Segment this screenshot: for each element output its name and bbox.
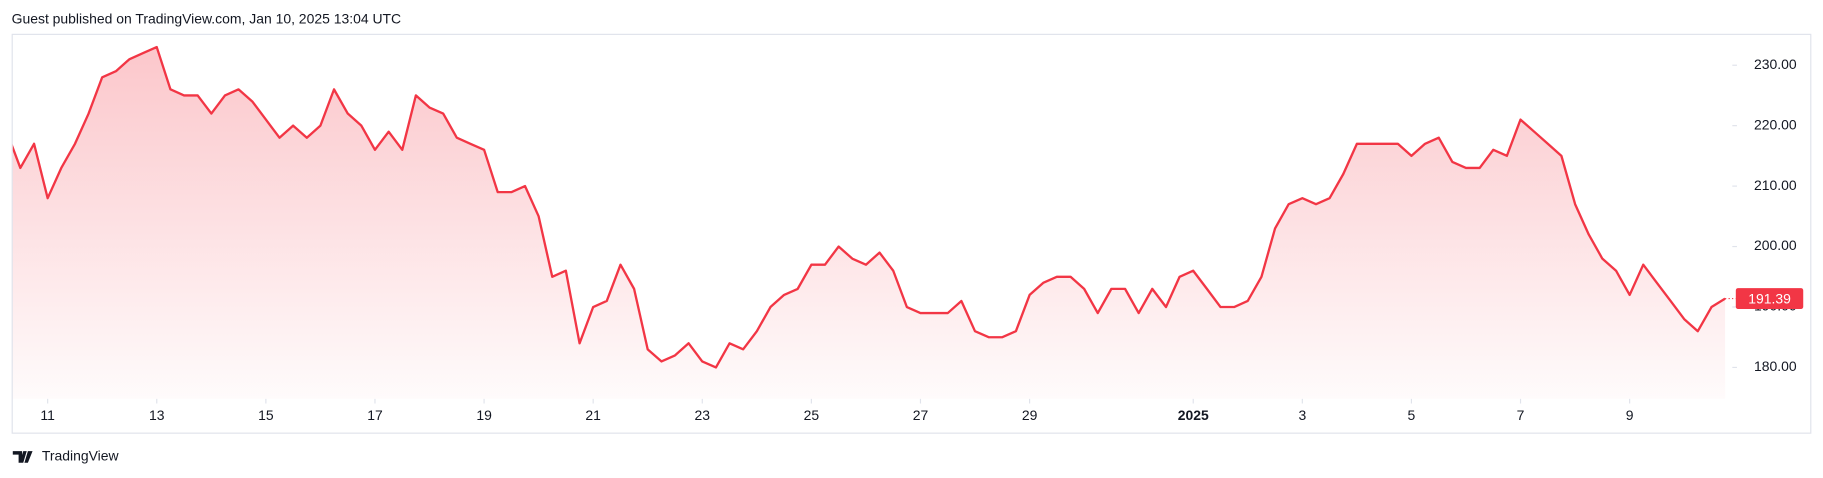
- area: [12, 47, 1726, 399]
- x-tick-label: 13: [149, 407, 165, 423]
- x-tick-label: 9: [1626, 407, 1634, 423]
- plot: [12, 45, 1726, 399]
- y-tick-label: 210.00: [1754, 177, 1797, 193]
- x-tick-label: 27: [913, 407, 929, 423]
- header: Guest published on TradingView.com, Jan …: [12, 11, 401, 27]
- x-tick-label: 29: [1022, 407, 1038, 423]
- footer: TradingView: [42, 448, 120, 464]
- y-tick-label: 220.00: [1754, 116, 1797, 132]
- x-tick-label: 7: [1517, 407, 1525, 423]
- x-tick-label: 5: [1408, 407, 1416, 423]
- x-tick-label: 15: [258, 407, 274, 423]
- last-price-box: [1735, 288, 1804, 310]
- last-price-label: 191.39: [1748, 290, 1791, 306]
- y-tick-label: 180.00: [1754, 358, 1797, 374]
- line: [12, 45, 1726, 369]
- frame: [11, 33, 1812, 434]
- x-tick-label: 23: [695, 407, 711, 423]
- x-tick-label: 21: [585, 407, 601, 423]
- y-tick-label: 230.00: [1754, 56, 1797, 72]
- x-tick-label: 11: [40, 407, 55, 423]
- x-tick-label: 17: [367, 407, 383, 423]
- logo: [12, 451, 33, 463]
- x-tick-label: 25: [804, 407, 820, 423]
- x-tick-label: 19: [476, 407, 492, 423]
- y-tick-label: 200.00: [1754, 237, 1797, 253]
- x-tick-label: 3: [1298, 407, 1306, 423]
- x-tick-label: 2025: [1178, 407, 1209, 423]
